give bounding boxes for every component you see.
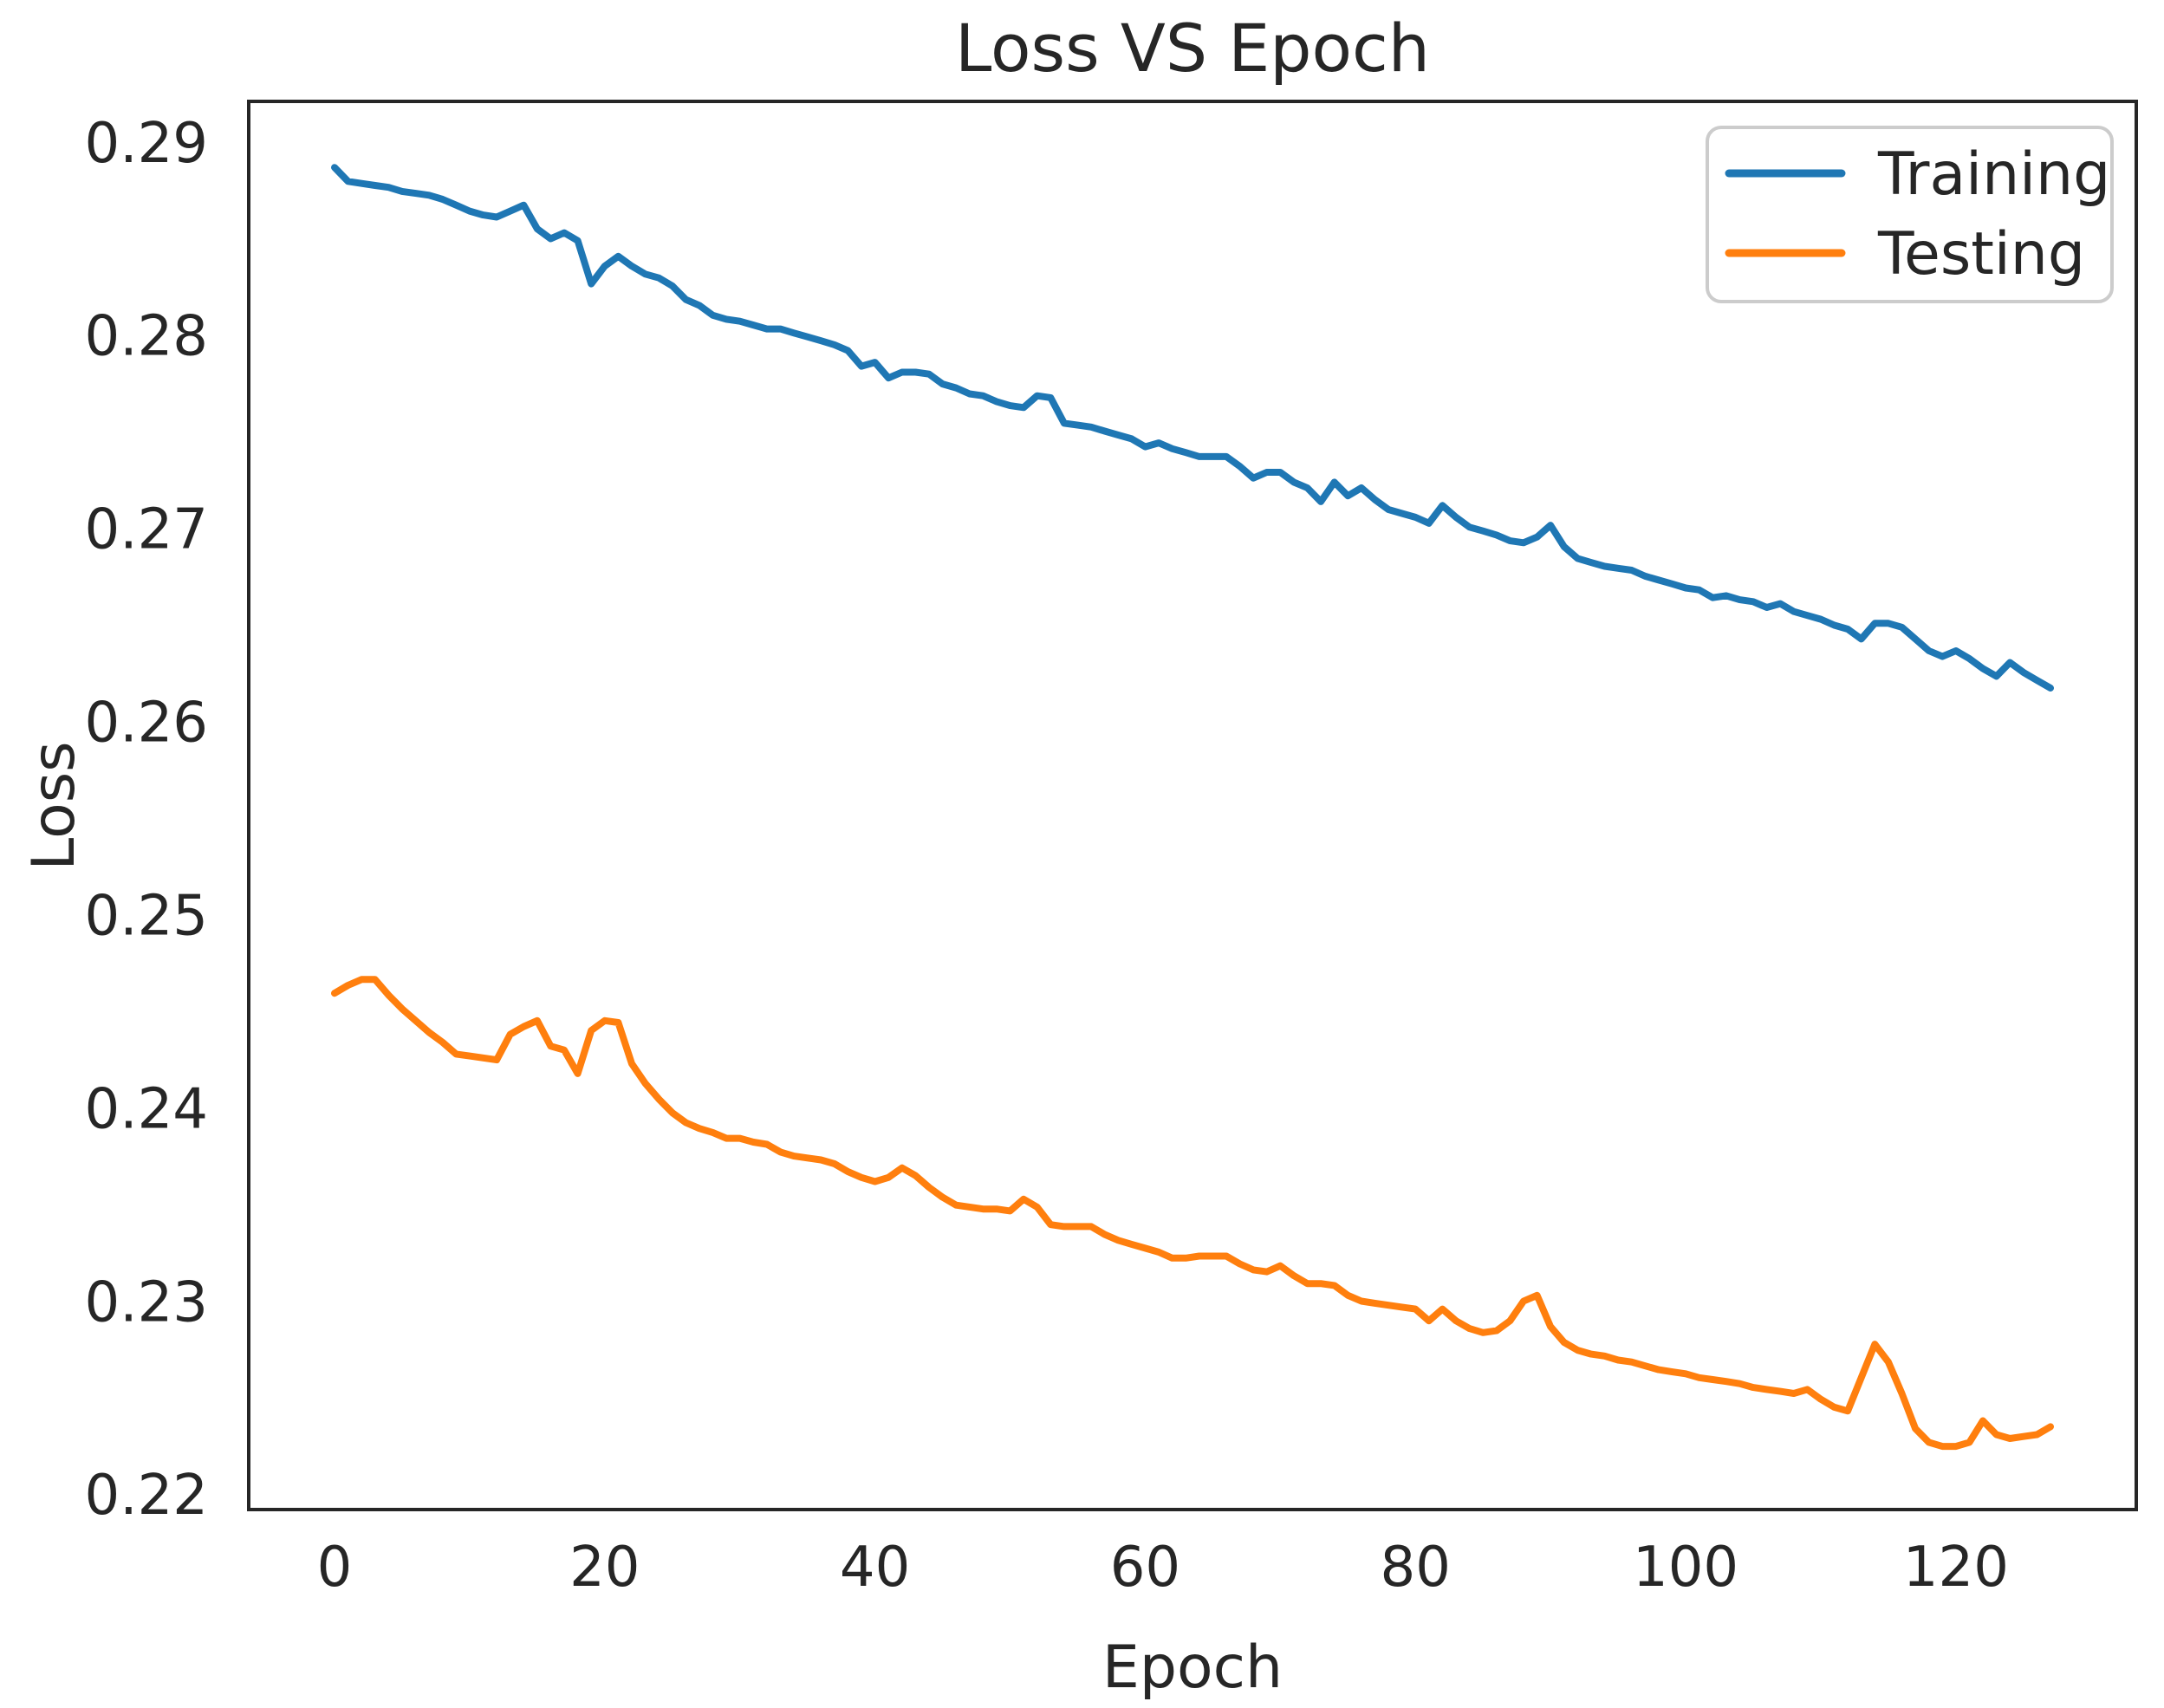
y-tick-label: 0.23 <box>85 1270 209 1335</box>
x-tick-label: 100 <box>1633 1536 1738 1600</box>
y-tick-label: 0.25 <box>85 884 209 948</box>
x-axis-label: Epoch <box>1102 1633 1283 1702</box>
chart-title: Loss VS Epoch <box>955 10 1430 87</box>
series-lines <box>331 164 2054 1451</box>
x-tick-label: 60 <box>1110 1536 1180 1600</box>
y-axis-label: Loss <box>20 741 88 870</box>
x-tick-label: 0 <box>317 1536 353 1600</box>
y-tick-label: 0.26 <box>85 692 209 756</box>
legend-label-testing: Testing <box>1877 220 2085 289</box>
y-tick-label: 0.29 <box>85 112 209 176</box>
legend-label-training: Training <box>1877 140 2110 209</box>
y-tick-label: 0.24 <box>85 1077 209 1141</box>
training-line <box>331 164 2054 692</box>
y-tick-label: 0.28 <box>85 305 209 369</box>
x-axis-ticks: 0 20 40 60 80 100 120 <box>317 1536 2009 1600</box>
y-axis-ticks: 0.22 0.23 0.24 0.25 0.26 0.27 0.28 0.29 <box>85 112 209 1528</box>
y-tick-label: 0.27 <box>85 498 209 562</box>
testing-line <box>331 976 2054 1451</box>
x-tick-label: 120 <box>1903 1536 2009 1600</box>
legend: Training Testing <box>1706 126 2114 303</box>
x-tick-label: 40 <box>840 1536 910 1600</box>
x-tick-label: 80 <box>1381 1536 1451 1600</box>
plot-border <box>247 100 2138 1511</box>
y-tick-label: 0.22 <box>85 1464 209 1528</box>
x-tick-label: 20 <box>569 1536 640 1600</box>
